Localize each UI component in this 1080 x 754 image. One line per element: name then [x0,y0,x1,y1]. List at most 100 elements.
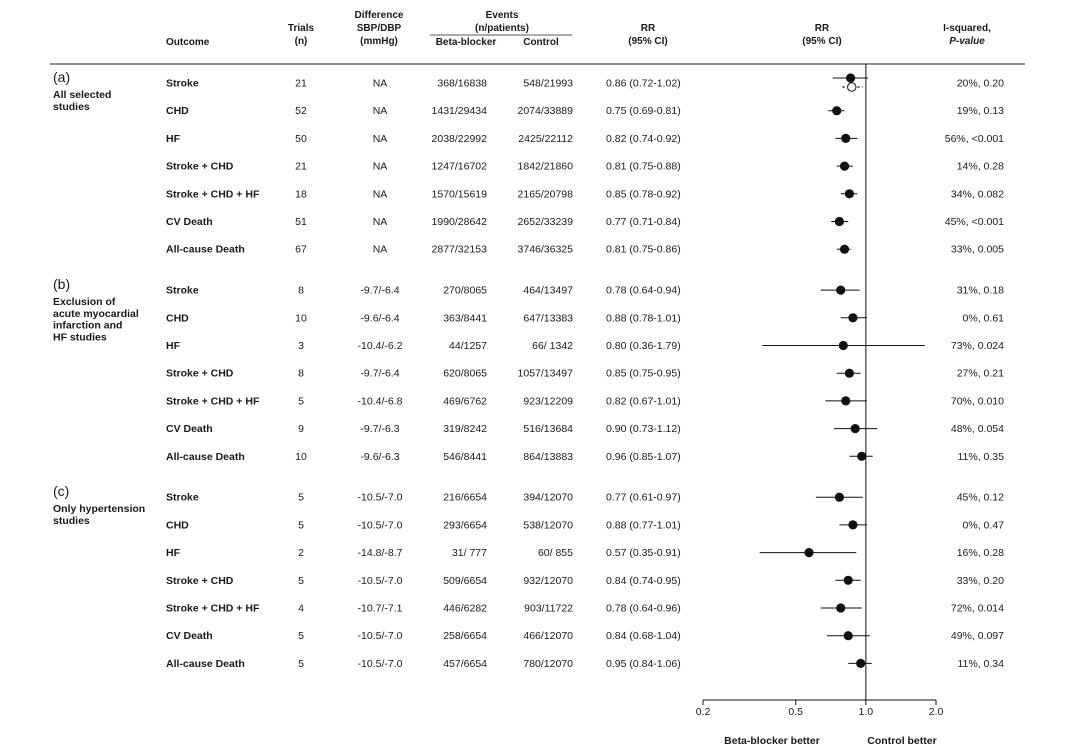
forest-marker [839,520,867,530]
point-estimate [843,575,853,585]
isq-pvalue: 0%, 0.47 [963,519,1005,531]
point-estimate [841,133,851,143]
outcome-label: CV Death [166,216,213,228]
table-row: Stroke 21 NA 368/16838 548/21993 0.86 (0.72-1… [166,78,1004,90]
table-row: HF 3 -10.4/-6.2 44/1257 66/ 1342 0.80 (0.36-1… [166,340,1004,352]
forest-marker [840,189,858,199]
difference-value: -10.5/-7.0 [358,575,403,587]
point-estimate [834,216,845,227]
difference-value: NA [373,133,388,145]
difference-value: NA [373,161,388,173]
difference-value: NA [373,105,388,117]
beta-blocker-events: 2877/32153 [432,244,488,256]
forest-marker [828,106,845,116]
header-isq-line1: I-squared, [943,23,991,34]
trials-value: 8 [298,368,304,380]
control-events: 464/13497 [523,285,573,297]
control-events: 2652/33239 [518,216,574,228]
outcome-label: Stroke + CHD + HF [166,603,260,615]
difference-value: NA [373,216,388,228]
group-label: studies [53,101,90,113]
difference-value: -9.7/-6.4 [360,285,399,297]
beta-blocker-events: 469/6762 [443,395,487,407]
x-tick-label: 1.0 [859,706,874,718]
isq-pvalue: 19%, 0.13 [957,105,1004,117]
header-rr-plot-line2: (95% CI) [802,36,841,47]
rr-ci-text: 0.77 (0.61-0.97) [606,492,681,504]
control-events: 2425/22112 [518,133,573,145]
beta-blocker-events: 1247/16702 [432,161,488,173]
isq-pvalue: 49%, 0.097 [951,630,1004,642]
beta-blocker-events: 270/8065 [443,285,487,297]
point-estimate [838,340,848,351]
difference-value: -10.4/-6.2 [358,340,403,352]
table-row: All-cause Death 10 -9.6/-6.3 546/8441 864/13… [166,451,1004,463]
table-row: Stroke + CHD 5 -10.5/-7.0 509/6654 932/12070… [166,575,1004,587]
difference-value: -10.5/-7.0 [358,492,403,504]
beta-blocker-events: 446/6282 [443,603,487,615]
point-estimate [843,631,853,641]
forest-marker [820,603,862,613]
forest-marker [834,424,878,434]
forest-marker [840,313,867,323]
rr-ci-text: 0.81 (0.75-0.88) [606,161,681,173]
table-row: Stroke + CHD 21 NA 1247/16702 1842/21860 0.81… [166,161,1004,173]
control-events: 903/11722 [524,603,573,615]
difference-value: -10.5/-7.0 [358,658,403,670]
control-events: 780/12070 [523,658,573,670]
point-estimate [848,313,858,323]
difference-value: -9.7/-6.3 [360,423,399,435]
control-events: 548/21993 [523,78,573,90]
outcome-label: Stroke [166,78,199,90]
header-difference-line1: Difference [355,10,404,21]
outcome-label: CV Death [166,630,213,642]
control-events: 2074/33889 [518,105,574,117]
trials-value: 5 [298,492,304,504]
beta-blocker-events: 2038/22992 [432,133,488,145]
group-label: studies [53,515,90,527]
isq-pvalue: 34%, 0.082 [951,188,1004,200]
control-events: 466/12070 [523,630,573,642]
point-estimate [841,396,851,406]
rr-ci-text: 0.86 (0.72-1.02) [606,78,681,90]
rr-ci-text: 0.85 (0.75-0.95) [606,368,681,380]
table-header: Outcome Trials (n) Difference SBP/DBP (m… [50,10,1025,65]
rr-ci-text: 0.78 (0.64-0.94) [606,285,681,297]
point-estimate-alternate [847,82,857,92]
trials-value: 52 [295,105,307,117]
isq-pvalue: 27%, 0.21 [957,368,1004,380]
forest-marker [836,161,853,171]
forest-marker [825,396,867,406]
difference-value: -9.6/-6.4 [360,312,399,324]
forest-marker [820,285,860,295]
table-row: CV Death 5 -10.5/-7.0 258/6654 466/12070 0.84… [166,630,1004,642]
isq-pvalue: 16%, 0.28 [957,547,1004,559]
header-rr-plot-line1: RR [815,23,830,34]
difference-value: NA [373,244,388,256]
difference-value: -9.6/-6.3 [360,451,399,463]
rr-ci-text: 0.90 (0.73-1.12) [606,423,681,435]
outcome-label: Stroke + CHD + HF [166,395,260,407]
trials-value: 4 [298,603,304,615]
trials-value: 10 [295,312,307,324]
control-events: 66/ 1342 [532,340,573,352]
beta-blocker-events: 509/6654 [443,575,487,587]
rr-ci-text: 0.84 (0.68-1.04) [606,630,681,642]
rr-ci-text: 0.88 (0.77-1.01) [606,519,681,531]
isq-pvalue: 11%, 0.35 [957,451,1004,463]
table-row: CHD 52 NA 1431/29434 2074/33889 0.75 (0.69-0.… [166,105,1004,117]
beta-blocker-events: 1570/15619 [432,188,488,200]
forest-marker [835,575,861,585]
forest-markers [759,64,925,700]
isq-pvalue: 48%, 0.054 [951,423,1004,435]
table-row: Stroke 5 -10.5/-7.0 216/6654 394/12070 0.77 (… [166,492,1004,504]
point-estimate [832,106,842,116]
isq-pvalue: 33%, 0.20 [957,575,1004,587]
outcome-label: Stroke + CHD [166,161,234,173]
trials-value: 5 [298,630,304,642]
outcome-label: All-cause Death [166,658,245,670]
forest-marker [835,133,858,143]
x-tick-label: 0.5 [788,706,803,718]
beta-blocker-events: 363/8441 [443,312,487,324]
